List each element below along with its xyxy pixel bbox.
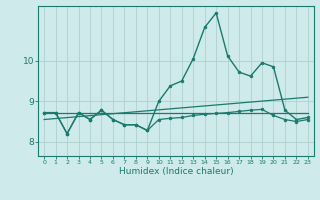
X-axis label: Humidex (Indice chaleur): Humidex (Indice chaleur) xyxy=(119,167,233,176)
